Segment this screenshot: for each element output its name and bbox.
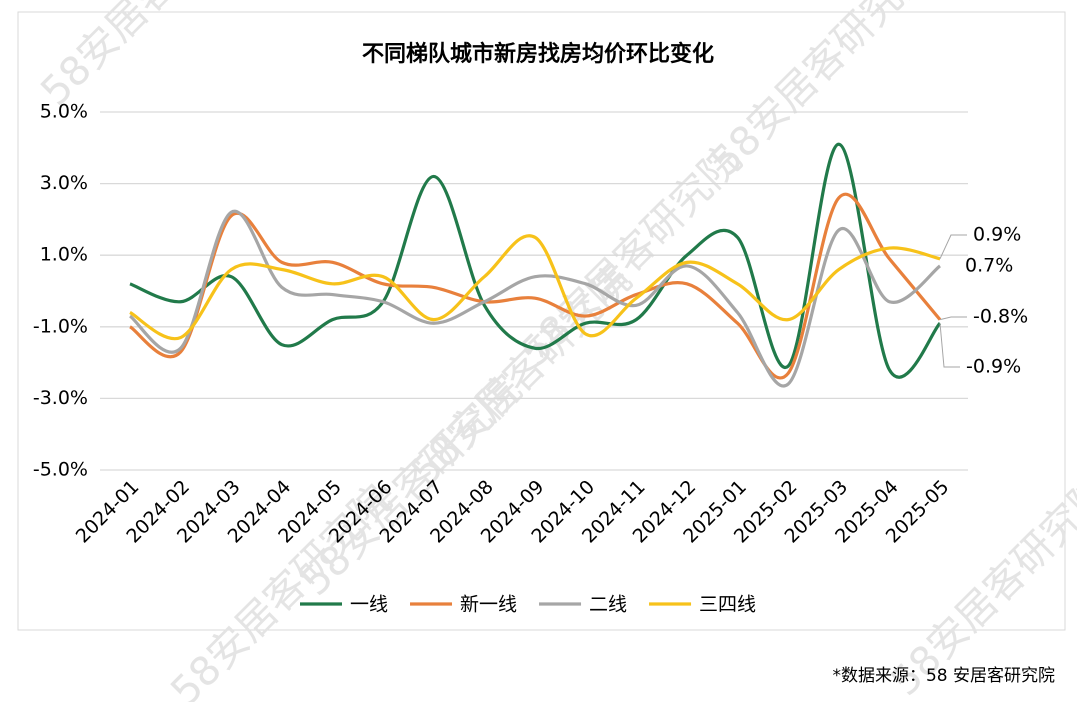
label-leader — [939, 323, 960, 368]
chart-title: 不同梯队城市新房找房均价环比变化 — [362, 41, 714, 67]
data-label: 0.9% — [973, 224, 1021, 246]
legend-label: 二线 — [589, 594, 627, 616]
chart-frame — [17, 11, 1066, 631]
watermarks: 58安居客研究院58安居客研究院58安居客研究院58安居客研究院58安居客研究院… — [32, 0, 1077, 702]
legend-label: 一线 — [350, 594, 388, 616]
y-tick-label: 1.0% — [40, 244, 88, 266]
y-tick-label: 3.0% — [40, 172, 88, 194]
source-note: *数据来源：58 安居客研究院 — [832, 666, 1055, 686]
y-tick-label: -3.0% — [33, 387, 88, 409]
legend-label: 三四线 — [699, 594, 756, 616]
data-label: -0.9% — [966, 356, 1021, 378]
y-tick-label: 5.0% — [40, 101, 88, 123]
y-tick-label: -1.0% — [33, 315, 88, 337]
data-label: 0.7% — [965, 255, 1013, 277]
series-line — [128, 209, 942, 388]
y-tick-label: -5.0% — [33, 459, 88, 481]
watermark: 58安居客研究院 — [32, 0, 270, 115]
series-line — [129, 234, 941, 341]
data-label: -0.8% — [973, 306, 1028, 328]
series-line — [129, 142, 942, 379]
label-leader — [939, 234, 967, 259]
legend-label: 新一线 — [460, 594, 517, 616]
label-leader — [939, 316, 967, 321]
